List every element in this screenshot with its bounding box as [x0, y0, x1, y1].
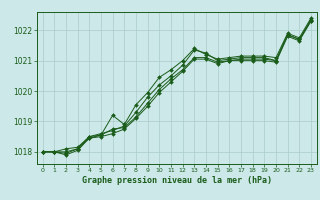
X-axis label: Graphe pression niveau de la mer (hPa): Graphe pression niveau de la mer (hPa) — [82, 176, 272, 185]
